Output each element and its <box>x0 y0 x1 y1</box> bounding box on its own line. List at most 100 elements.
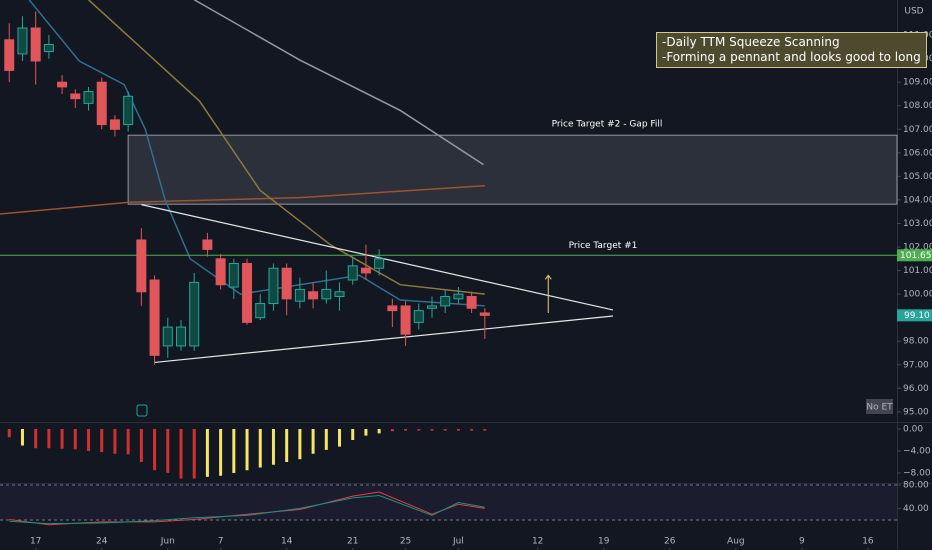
y-tick-label: 104.00 <box>903 195 932 205</box>
y-tick-label: 40.00 <box>903 504 929 514</box>
candle-body <box>228 263 239 288</box>
y-tick-label: 80.00 <box>903 480 929 490</box>
momentum-bar <box>100 428 104 453</box>
momentum-bar <box>271 428 275 465</box>
x-tick-label: 26 <box>664 537 676 547</box>
y-tick-label: 102.00 <box>903 243 932 253</box>
momentum-bar <box>192 428 196 479</box>
badge: No ET <box>866 403 893 413</box>
x-tick-label: 9 <box>799 537 805 547</box>
momentum-bar <box>258 428 262 468</box>
momentum-bar <box>298 428 302 460</box>
x-tick-label: 17 <box>30 537 41 547</box>
momentum-bar <box>87 428 91 451</box>
momentum-bar <box>483 428 487 431</box>
momentum-bar <box>417 428 421 431</box>
level-band <box>0 484 897 521</box>
momentum-bar <box>219 428 223 476</box>
candle-body <box>440 295 451 307</box>
candle-body <box>123 95 134 126</box>
candle-body <box>149 279 160 356</box>
badge-bg <box>866 399 893 414</box>
candle-body <box>4 39 15 71</box>
candle-body <box>57 81 68 88</box>
momentum-bar <box>377 428 381 434</box>
price-tag-label: 99.10 <box>904 311 930 321</box>
trendline <box>141 204 614 311</box>
candle-body <box>374 258 385 269</box>
momentum-bar <box>166 428 170 473</box>
y-tick-label: 108.00 <box>903 101 932 111</box>
candle-body <box>17 27 28 55</box>
y-tick-label: 107.00 <box>903 125 932 135</box>
momentum-bar <box>285 428 289 462</box>
x-tick-label: Jun <box>160 537 175 547</box>
momentum-bar <box>47 428 51 449</box>
y-tick-label: 105.00 <box>903 172 932 182</box>
momentum-bar <box>470 428 474 431</box>
arrow-head <box>544 274 552 280</box>
oscillator-line <box>9 495 485 525</box>
candle-body <box>413 310 424 323</box>
moving-average <box>28 0 485 307</box>
note-box: -Daily TTM Squeeze Scanning -Forming a p… <box>656 32 927 68</box>
candle-body <box>242 263 253 323</box>
candle-body <box>202 239 213 250</box>
x-tick-label: 21 <box>347 537 358 547</box>
x-tick-label: Aug <box>727 537 745 547</box>
candle-body <box>426 305 437 309</box>
candle-body <box>347 265 358 281</box>
price-tag <box>897 309 932 322</box>
candle-body <box>308 291 319 300</box>
note: -Daily TTM Squeeze Scanning <box>662 35 840 49</box>
y-tick-label: −8.00 <box>903 468 931 478</box>
y-tick-label: 0.00 <box>903 424 923 434</box>
candle-body <box>255 303 266 319</box>
momentum-bar <box>20 428 24 446</box>
moving-average <box>0 185 485 215</box>
momentum-bar <box>34 428 38 449</box>
candle-body <box>83 91 94 104</box>
y-tick-label: 97.00 <box>903 360 929 370</box>
y-tick-label: 109.00 <box>903 78 932 88</box>
candle-body <box>387 305 398 312</box>
candle-body <box>334 291 345 297</box>
trendline <box>154 315 614 364</box>
candle-body <box>479 312 490 316</box>
moving-average <box>88 0 485 295</box>
momentum-bar <box>364 428 368 436</box>
momentum-bar <box>7 428 11 438</box>
momentum-bar <box>139 428 143 462</box>
candle-body <box>466 295 477 309</box>
candle-body <box>175 326 186 347</box>
momentum-bar <box>456 428 460 431</box>
candle-body <box>30 27 41 62</box>
momentum-bar <box>311 428 315 454</box>
candle-body <box>43 44 54 53</box>
y-tick-label: 95.00 <box>903 407 929 417</box>
y-tick-label: 100.00 <box>903 290 932 300</box>
momentum-bar <box>324 428 328 450</box>
note: -Forming a pennant and looks good to lon… <box>662 50 921 64</box>
y-tick-label: −4.00 <box>903 446 931 456</box>
earnings-icon <box>136 404 148 417</box>
currency: USD <box>904 7 923 17</box>
x-tick-label: 14 <box>281 537 293 547</box>
zone-label: Price Target #2 - Gap Fill <box>552 120 663 130</box>
candle-body <box>189 281 200 347</box>
candle-body <box>281 267 292 300</box>
y-tick-label: 96.00 <box>903 384 929 394</box>
x-tick-label: 19 <box>598 537 610 547</box>
momentum-bar <box>404 428 408 431</box>
momentum-bar <box>390 428 394 432</box>
candle-body <box>215 258 226 286</box>
candle-body <box>360 267 371 274</box>
x-tick-label: Jul <box>452 537 464 547</box>
candle-body <box>162 326 173 347</box>
momentum-bar <box>153 428 157 471</box>
y-tick-label: 103.00 <box>903 219 932 229</box>
momentum-bar <box>73 428 77 450</box>
y-tick-label: 101.00 <box>903 266 932 276</box>
momentum-bar <box>113 428 117 454</box>
